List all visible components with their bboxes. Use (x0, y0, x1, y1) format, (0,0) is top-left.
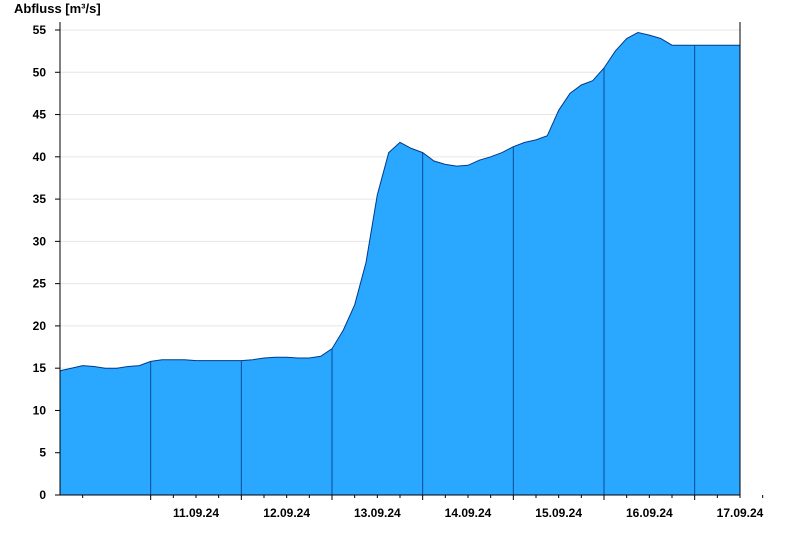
y-tick-label: 0 (39, 488, 46, 502)
discharge-line (59, 31, 740, 372)
y-tick-label: 5 (39, 446, 46, 460)
y-tick-label: 20 (33, 319, 47, 333)
x-tick-label: 15.09.24 (535, 506, 582, 520)
y-tick-label: 40 (33, 150, 47, 164)
tick-label-layer: 0 5 10 15 20 25 30 35 40 45 50 55 11.09.24 12.09.24 13… (33, 23, 764, 520)
x-tick-label: 13.09.24 (354, 506, 401, 520)
y-tick-label: 45 (33, 108, 47, 122)
y-axis-label: Abfluss [m³/s] (14, 1, 101, 16)
y-tick-label: 50 (33, 65, 47, 79)
axis-layer (55, 22, 764, 500)
x-tick-label: 17.09.24 (717, 506, 764, 520)
y-tick-label: 55 (33, 23, 47, 37)
y-tick-label: 15 (33, 361, 47, 375)
x-tick-label: 16.09.24 (626, 506, 673, 520)
day-separator-layer (150, 45, 696, 495)
y-tick-label: 30 (33, 234, 47, 248)
y-tick-label: 25 (33, 277, 47, 291)
area-layer (59, 31, 740, 495)
y-tick-label: 35 (33, 192, 47, 206)
discharge-area (60, 32, 740, 495)
x-tick-label: 12.09.24 (263, 506, 310, 520)
x-tick-label: 14.09.24 (445, 506, 492, 520)
x-tick-label: 11.09.24 (173, 506, 219, 520)
y-tick-label: 10 (33, 403, 47, 417)
